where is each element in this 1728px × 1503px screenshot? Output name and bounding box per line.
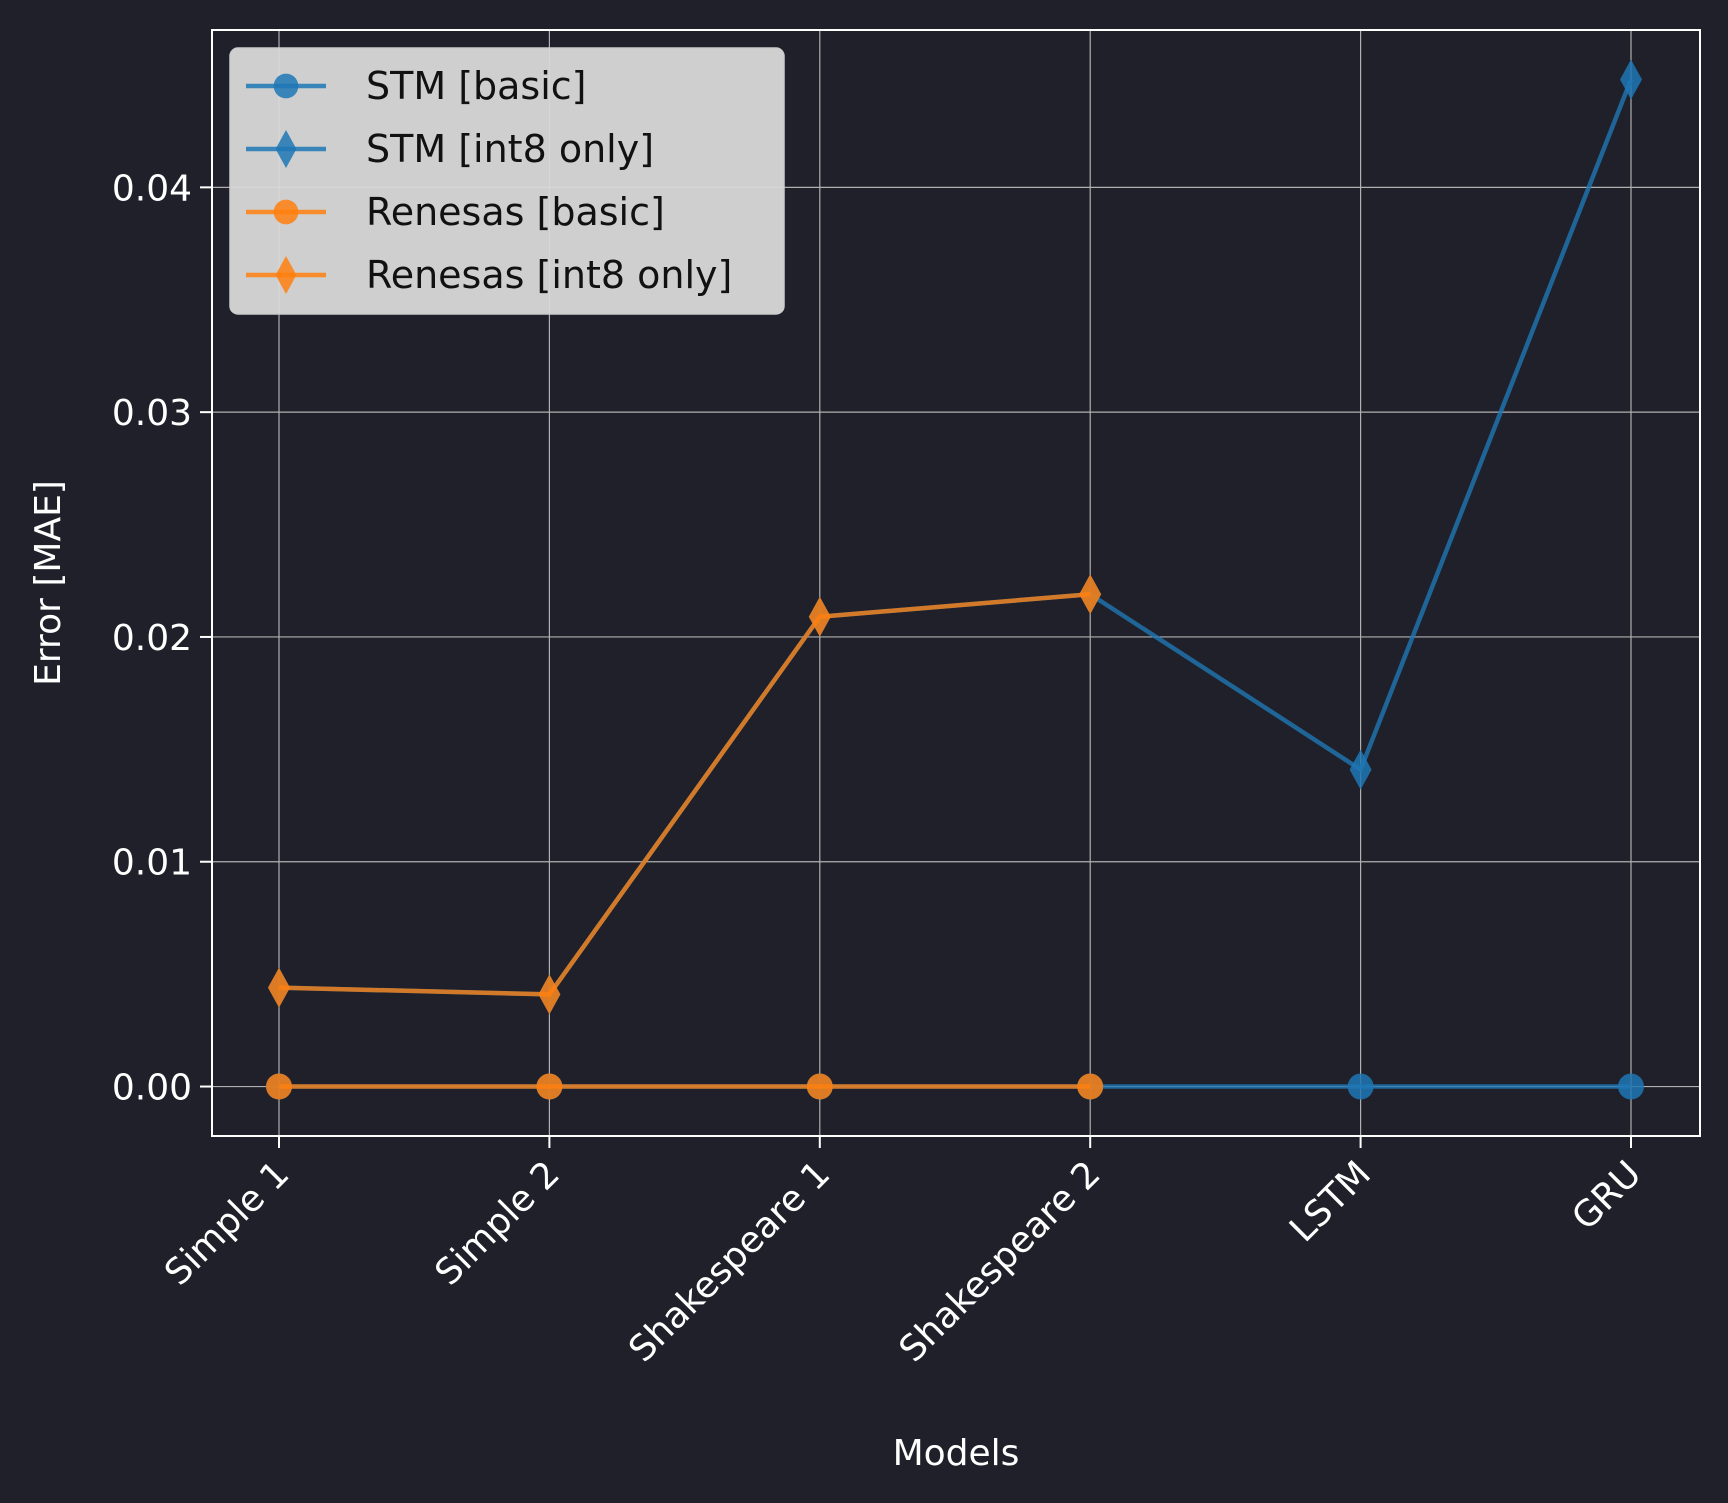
legend-item: Renesas [basic] <box>246 190 665 234</box>
legend-item: STM [basic] <box>246 64 587 108</box>
data-point-circle <box>1347 1073 1374 1100</box>
y-tick-label: 0.00 <box>112 1068 192 1109</box>
x-axis-label: Models <box>893 1433 1020 1474</box>
legend: STM [basic] STM [int8 only] Renesas [basic… <box>229 47 785 315</box>
legend-label: STM [int8 only] <box>366 127 654 171</box>
grid <box>212 30 1700 1136</box>
y-tick-label: 0.03 <box>112 393 192 434</box>
y-tick-label: 0.04 <box>112 168 192 209</box>
data-point-circle <box>273 199 299 225</box>
data-point-circle <box>806 1073 833 1100</box>
series-line <box>278 591 1091 997</box>
data-point-circle <box>1077 1073 1104 1100</box>
plot-frame <box>211 29 1701 1137</box>
y-axis-label: Error [MAE] <box>28 480 69 686</box>
data-point-diamond <box>538 974 561 1015</box>
data-point-circle <box>273 73 299 99</box>
y-tick-label: 0.01 <box>112 843 192 884</box>
series-lines <box>266 59 1644 1100</box>
y-tick-label: 0.02 <box>112 618 192 659</box>
legend-box <box>229 47 785 315</box>
data-point-diamond <box>1079 574 1102 615</box>
legend-label: Renesas [int8 only] <box>366 253 732 297</box>
legend-label: Renesas [basic] <box>366 190 665 234</box>
data-point-diamond <box>1349 749 1372 790</box>
series-3 <box>268 574 1102 1015</box>
legend-item: Renesas [int8 only] <box>246 253 732 297</box>
legend-label: STM [basic] <box>366 64 587 108</box>
legend-item: STM [int8 only] <box>246 127 654 171</box>
data-point-diamond <box>275 256 297 294</box>
data-point-circle <box>536 1073 563 1100</box>
data-point-circle <box>266 1073 292 1100</box>
data-point-diamond <box>808 596 831 637</box>
data-point-diamond <box>275 130 297 168</box>
data-point-diamond <box>1620 59 1642 100</box>
series-2 <box>266 1073 1104 1100</box>
data-point-diamond <box>268 967 290 1008</box>
data-point-circle <box>1618 1073 1644 1100</box>
